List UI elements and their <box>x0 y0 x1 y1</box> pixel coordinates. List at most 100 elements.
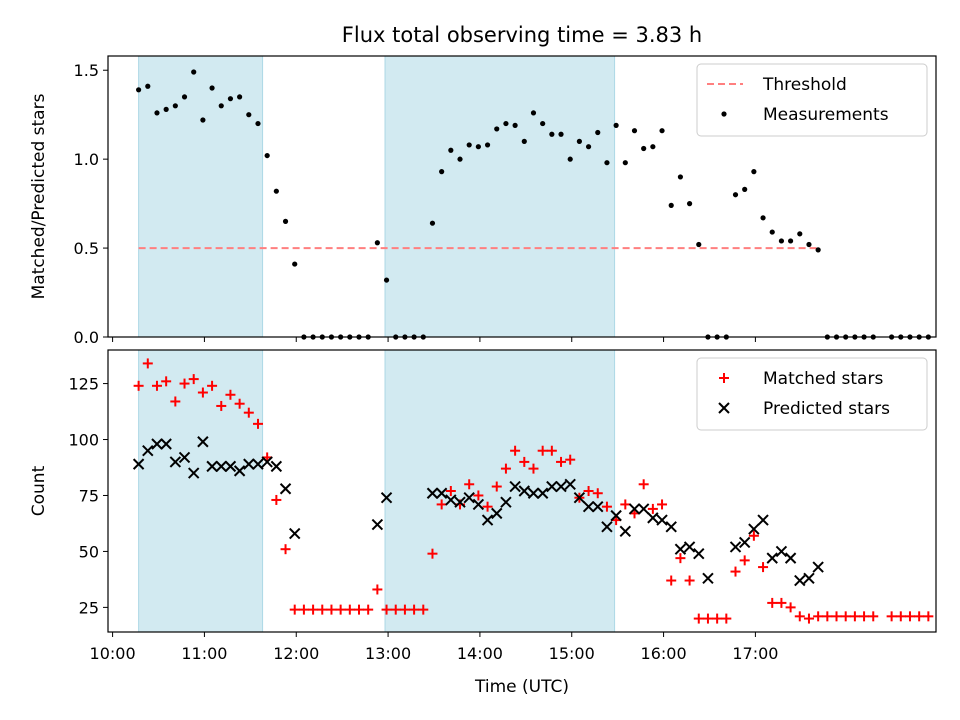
data-point <box>518 485 531 497</box>
data-point <box>491 507 503 520</box>
data-point <box>619 525 632 537</box>
data-point <box>647 512 659 524</box>
y-tick-label: 75 <box>79 486 99 505</box>
data-point <box>160 438 172 450</box>
data-point <box>206 460 218 473</box>
data-point <box>344 604 355 615</box>
legend-swatch <box>721 111 727 117</box>
data-point <box>454 496 466 508</box>
data-point <box>246 112 252 118</box>
data-point <box>585 144 592 150</box>
chart-title: Flux total observing time = 3.83 h <box>342 23 702 47</box>
data-point <box>693 547 705 560</box>
data-point <box>409 604 420 615</box>
legend: Threshold Measurements <box>696 63 928 137</box>
data-point <box>216 400 227 411</box>
data-point <box>540 120 546 127</box>
data-point <box>225 389 236 400</box>
data-point <box>142 445 154 457</box>
data-point <box>435 487 448 499</box>
data-point <box>273 188 279 194</box>
x-tick-label: 16:00 <box>641 644 687 663</box>
data-point <box>142 358 153 369</box>
data-point <box>151 380 162 391</box>
y-tick-label: 50 <box>79 542 99 561</box>
data-point <box>702 572 714 584</box>
shaded-interval <box>138 55 264 338</box>
data-point <box>308 604 319 615</box>
data-point <box>172 103 178 109</box>
y-tick-label: 0.0 <box>74 328 99 347</box>
data-point <box>481 514 494 526</box>
data-point <box>133 380 144 391</box>
data-point <box>289 604 300 615</box>
data-point <box>207 380 218 391</box>
legend-box <box>696 63 928 137</box>
data-point <box>666 575 677 586</box>
y-tick-label: 1.0 <box>74 150 99 169</box>
data-point <box>426 487 439 499</box>
data-point <box>292 261 298 267</box>
data-point <box>227 96 234 102</box>
plot-frame <box>107 349 937 633</box>
data-point <box>739 555 750 566</box>
data-point <box>271 494 282 505</box>
legend-swatch <box>718 402 730 414</box>
data-point <box>601 521 613 533</box>
data-point <box>813 611 824 622</box>
data-point <box>374 240 380 246</box>
panel-ratio: 0.0 0.5 1.0 1.5 Matched/Predicted stars Thres… <box>29 55 937 347</box>
legend-label: Threshold <box>762 75 847 95</box>
data-point <box>595 129 601 136</box>
data-point <box>500 463 511 474</box>
data-point <box>803 572 815 584</box>
data-point <box>252 458 264 470</box>
data-point <box>760 215 766 221</box>
x-tick-label: 12:00 <box>273 644 319 663</box>
data-point <box>298 604 309 615</box>
data-point <box>914 611 925 622</box>
data-point <box>445 494 457 506</box>
data-point <box>732 192 739 198</box>
data-point <box>209 85 215 91</box>
legend-label: Predicted stars <box>763 399 890 419</box>
x-tick-label: 14:00 <box>457 644 503 663</box>
data-point <box>620 499 631 510</box>
data-point <box>500 496 512 508</box>
data-point <box>427 548 438 559</box>
x-tick-label: 17:00 <box>732 644 778 663</box>
data-point <box>729 541 742 553</box>
data-point <box>565 454 576 465</box>
data-point <box>380 492 393 504</box>
data-point <box>279 483 292 495</box>
data-point <box>463 492 475 504</box>
data-point <box>237 94 243 100</box>
data-point <box>326 604 337 615</box>
data-point <box>601 501 612 512</box>
data-point <box>712 613 723 624</box>
data-point <box>536 487 549 499</box>
data-point <box>527 487 540 499</box>
data-point <box>224 460 237 473</box>
data-point <box>519 456 530 467</box>
data-point <box>684 575 695 586</box>
y-tick-label: 25 <box>79 598 99 617</box>
data-point <box>289 527 301 540</box>
data-point <box>794 611 805 622</box>
data-point <box>354 604 365 615</box>
data-point <box>742 186 748 192</box>
data-point <box>785 602 796 613</box>
data-point <box>484 142 491 148</box>
data-point <box>436 499 447 510</box>
data-point <box>546 480 558 493</box>
data-point <box>622 160 628 166</box>
data-point <box>457 156 463 162</box>
data-point <box>473 490 484 501</box>
data-point <box>592 488 603 499</box>
data-point <box>363 604 374 615</box>
data-point <box>721 613 732 624</box>
data-point <box>604 160 610 166</box>
data-point <box>418 604 429 615</box>
data-point <box>647 503 658 514</box>
data-point <box>730 566 741 577</box>
